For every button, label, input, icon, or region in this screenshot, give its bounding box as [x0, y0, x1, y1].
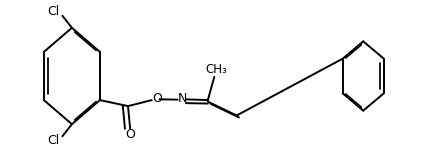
Text: CH₃: CH₃	[206, 64, 227, 76]
Text: O: O	[152, 92, 162, 105]
Text: Cl: Cl	[47, 133, 59, 147]
Text: O: O	[126, 128, 136, 141]
Text: Cl: Cl	[47, 5, 59, 19]
Text: N: N	[178, 92, 187, 105]
